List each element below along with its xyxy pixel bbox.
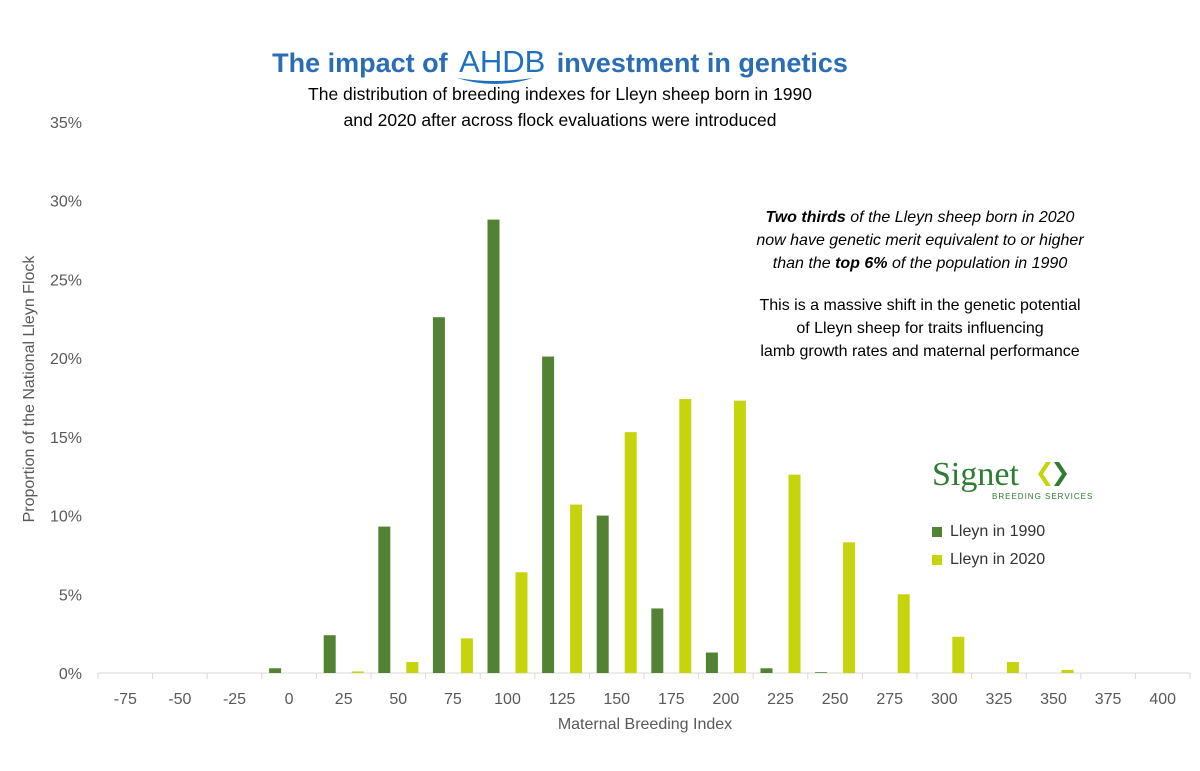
x-tick-label: 50 — [389, 691, 407, 708]
signet-tagline: BREEDING SERVICES — [992, 492, 1094, 501]
x-tick-label: 200 — [713, 691, 740, 708]
x-tick-label: 175 — [658, 691, 685, 708]
bar-2020-250 — [843, 542, 856, 673]
ahdb-swoosh-icon — [457, 78, 534, 84]
bar-2020-350 — [1061, 669, 1074, 673]
legend-item-2020: Lleyn in 2020 — [932, 551, 1045, 569]
legend-item-1990: Lleyn in 1990 — [932, 523, 1045, 541]
legend-label-2020: Lleyn in 2020 — [950, 551, 1046, 568]
title-prefix: The impact of — [272, 48, 448, 78]
bar-1990-100 — [487, 219, 500, 673]
bar-1990-50 — [378, 526, 391, 673]
bar-2020-25 — [351, 671, 364, 673]
signet-logo-text: Signet — [932, 456, 1019, 493]
x-axis-label: Maternal Breeding Index — [557, 716, 733, 733]
y-tick-label: 25% — [50, 272, 82, 289]
bar-1990-225 — [760, 668, 773, 673]
x-tick-label: 100 — [494, 691, 521, 708]
annotation-line-1-rest: of the Lleyn sheep born in 2020 — [845, 209, 1075, 226]
y-axis-label: Proportion of the National Lleyn Flock — [21, 255, 38, 523]
bar-1990-250 — [815, 672, 828, 674]
y-tick-label: 30% — [50, 194, 82, 211]
chart-bars — [269, 219, 1074, 674]
y-tick-label: 15% — [50, 430, 82, 447]
x-tick-label: -75 — [114, 691, 137, 708]
annotation-line-3-post: of the population in 1990 — [887, 255, 1068, 272]
bar-2020-200 — [733, 400, 746, 673]
x-tick-label: 75 — [444, 691, 462, 708]
legend-swatch-2020 — [932, 555, 942, 565]
x-tick-label: -25 — [223, 691, 246, 708]
chart-tick-labels: 0% 5% 10% 15% 20% 25% 30% 35% -75 -50 -25 0 25 50 75 10… — [50, 115, 1176, 708]
annotation-plain-line-2: of Lleyn sheep for traits influencing — [796, 320, 1044, 337]
annotation-plain-line-1: This is a massive shift in the genetic p… — [759, 297, 1081, 314]
bar-2020-325 — [1006, 661, 1019, 673]
x-tick-label: 0 — [285, 691, 294, 708]
bar-2020-125 — [570, 504, 583, 673]
x-tick-label: 25 — [335, 691, 353, 708]
bar-2020-175 — [679, 399, 692, 673]
bar-2020-50 — [406, 661, 419, 673]
x-tick-label: 400 — [1149, 691, 1176, 708]
signet-logo: Signet BREEDING SERVICES — [932, 456, 1092, 501]
ahdb-logo: AHDB — [455, 44, 549, 84]
x-tick-label: 150 — [603, 691, 630, 708]
x-tick-label: 250 — [822, 691, 849, 708]
x-tick-label: 300 — [931, 691, 958, 708]
chart-axes — [97, 672, 1191, 679]
annotation-plain-line-3: lamb growth rates and maternal performan… — [760, 343, 1080, 360]
bar-1990-150 — [596, 515, 609, 673]
bar-2020-275 — [897, 594, 910, 673]
annotation-line-2: now have genetic merit equivalent to or … — [756, 232, 1084, 249]
x-tick-label: 325 — [986, 691, 1013, 708]
y-tick-label: 5% — [59, 587, 82, 604]
annotation-line-1: Two thirds of the Lleyn sheep born in 20… — [700, 206, 1140, 229]
bar-2020-75 — [460, 638, 473, 673]
y-tick-label: 35% — [50, 115, 82, 132]
bar-1990-75 — [432, 317, 445, 673]
title-suffix: investment in genetics — [556, 48, 848, 78]
legend-swatch-1990 — [932, 527, 942, 537]
x-tick-label: 350 — [1040, 691, 1067, 708]
x-tick-label: 125 — [549, 691, 576, 708]
annotation-line-3-pre: than the — [772, 255, 836, 272]
bar-1990-125 — [542, 356, 555, 673]
y-tick-label: 20% — [50, 351, 82, 368]
x-tick-label: -50 — [168, 691, 191, 708]
annotation-bold-two-thirds: Two thirds — [765, 209, 846, 226]
x-tick-label: 225 — [767, 691, 794, 708]
y-tick-label: 10% — [50, 509, 82, 526]
annotation-line-3: than the top 6% of the population in 199… — [700, 252, 1140, 275]
legend-label-1990: Lleyn in 1990 — [950, 523, 1046, 540]
bar-2020-300 — [952, 636, 965, 673]
chart-subtitle-line-2: and 2020 after across flock evaluations … — [343, 110, 777, 130]
x-tick-label: 375 — [1095, 691, 1122, 708]
bar-1990-200 — [705, 652, 718, 673]
double-chevron-icon — [1038, 462, 1067, 486]
bar-1990-0 — [269, 668, 282, 673]
bar-2020-100 — [515, 572, 528, 673]
bar-2020-225 — [788, 474, 801, 673]
bar-2020-150 — [624, 432, 637, 673]
x-tick-label: 275 — [876, 691, 903, 708]
chart-subtitle-line-1: The distribution of breeding indexes for… — [308, 84, 812, 104]
y-tick-label: 0% — [59, 666, 82, 683]
bar-1990-175 — [651, 608, 664, 673]
annotation-bold-top-6: top 6% — [835, 255, 888, 272]
ahdb-logo-text: AHDB — [459, 44, 546, 79]
bar-1990-25 — [323, 635, 336, 673]
chart-title: The impact of AHDB investment in genetic… — [0, 44, 1120, 84]
